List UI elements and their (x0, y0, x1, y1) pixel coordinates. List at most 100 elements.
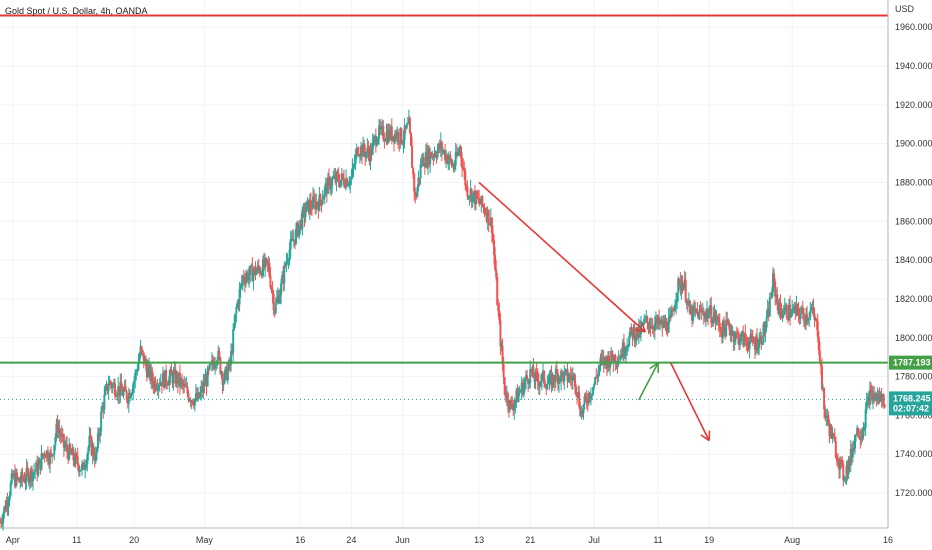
candle-body (328, 177, 331, 179)
candle-body (154, 380, 157, 389)
candle-body (513, 404, 516, 411)
annotations (478, 181, 711, 442)
candle-body (463, 168, 466, 172)
candle-body (436, 149, 439, 158)
candle-body (254, 267, 257, 275)
y-tick-label: 1800.000 (895, 333, 932, 343)
candle-body (413, 173, 416, 192)
y-tick-label: 1900.000 (895, 139, 932, 149)
candle-body (498, 310, 501, 321)
candle-body (49, 452, 52, 465)
candle-body (5, 501, 8, 511)
candle-body (422, 156, 425, 167)
candle-body (585, 397, 588, 403)
candle-body (530, 368, 533, 373)
candle-body (669, 314, 672, 317)
candle-body (279, 295, 282, 303)
candle-body (774, 281, 777, 297)
candle-body (185, 386, 188, 388)
candle-body (712, 316, 715, 324)
candle-body (522, 384, 525, 395)
candle-body (515, 390, 518, 401)
candle-body (385, 132, 388, 141)
candle-body (553, 381, 556, 383)
candle-body (776, 294, 779, 303)
candle-body (215, 364, 218, 366)
candle-body (249, 266, 252, 275)
candle-body (648, 326, 651, 329)
candle-body (124, 385, 127, 392)
candle-body (880, 394, 883, 401)
candle-body (816, 321, 819, 337)
time-axis[interactable]: Apr 11 20 May 16 24 Jun 13 21 Jul 11 19 Aug 16 (0, 527, 893, 545)
candle-body (569, 374, 572, 378)
candle-body (533, 377, 536, 382)
candle-body (299, 219, 302, 226)
candle-body (819, 362, 822, 367)
candle-body (499, 320, 502, 347)
candle-body (652, 328, 655, 331)
candle-body (115, 395, 118, 397)
candle-body (572, 374, 575, 377)
candle-body (95, 448, 98, 454)
candle-body (110, 384, 113, 389)
candle-body (379, 125, 382, 130)
price-axis[interactable]: 1720.000 1740.000 1760.000 1780.000 1800.000… (887, 0, 932, 550)
candle-body (404, 125, 407, 129)
candle-body (791, 308, 794, 316)
candle-body (852, 447, 855, 449)
candle-body (576, 392, 579, 397)
candle-body (392, 135, 395, 143)
candle-body (448, 155, 451, 161)
candle-body (102, 405, 105, 410)
candle-body (560, 370, 563, 382)
candle-body (517, 393, 520, 402)
candle-body (453, 165, 456, 170)
candle-body (174, 369, 177, 385)
x-tick-label: 16 (295, 535, 305, 545)
y-tick-label: 1880.000 (895, 177, 932, 187)
candle-body (369, 148, 372, 162)
candle-body (350, 177, 353, 179)
candle-body (654, 317, 657, 324)
candle-body (128, 392, 131, 398)
candle-body (532, 366, 535, 378)
candle-body (362, 143, 365, 157)
candle-body (156, 388, 159, 390)
candle-body (378, 125, 381, 139)
candle-body (516, 390, 519, 402)
candle-body (718, 322, 721, 331)
candle-body (416, 187, 419, 197)
candle-body (242, 276, 245, 281)
candle-body (514, 400, 517, 405)
candle-body (253, 267, 256, 273)
candle-body (447, 160, 450, 164)
candle-body (838, 461, 841, 470)
candle-body (651, 325, 654, 329)
candle-body (785, 305, 788, 318)
candle-body (709, 305, 712, 313)
candle-body (568, 374, 571, 380)
candle-body (710, 305, 713, 323)
candle-body (69, 444, 72, 452)
candle-body (224, 367, 227, 372)
candle-body (418, 177, 421, 179)
candle-body (744, 333, 747, 341)
candle-body (394, 133, 397, 143)
candle-body (401, 142, 404, 144)
candle-body (828, 423, 831, 436)
candle-body (678, 278, 681, 281)
candle-body (630, 327, 633, 331)
candle-body (260, 272, 263, 277)
candle-body (748, 341, 751, 350)
candle-body (693, 305, 696, 311)
candle-body (461, 158, 464, 168)
candle-body (729, 329, 732, 336)
candle-body (6, 501, 9, 507)
candle-body (462, 167, 465, 169)
candle-body (306, 199, 309, 202)
candle-body (145, 365, 148, 378)
candle-body (191, 400, 194, 404)
candle-body (487, 209, 490, 226)
